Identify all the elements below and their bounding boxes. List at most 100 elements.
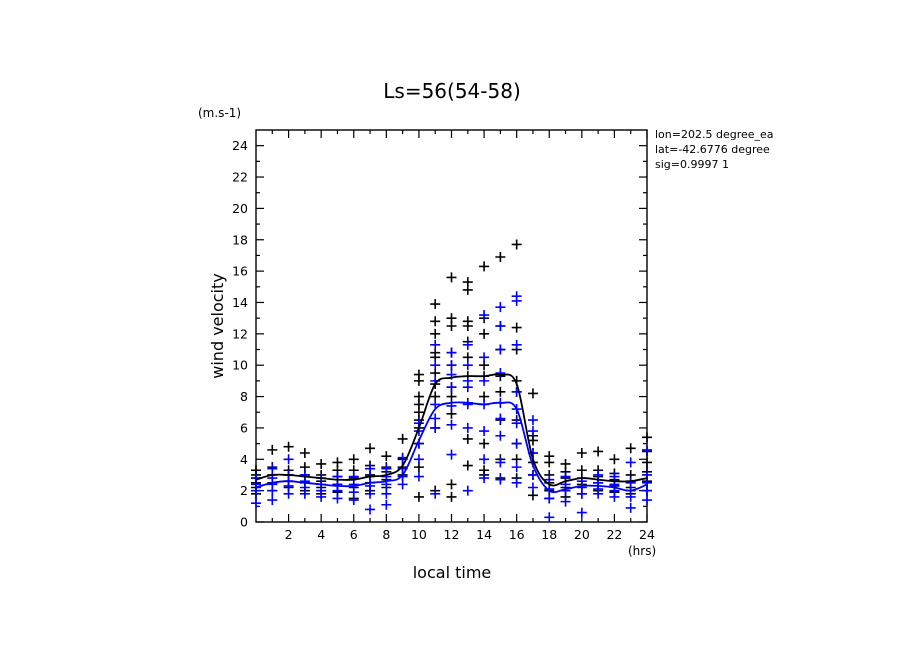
y-tick-label: 14: [232, 295, 248, 310]
data-point-marker: [511, 418, 522, 429]
data-point-marker: [462, 422, 473, 433]
x-tick-label: 2: [285, 527, 293, 542]
data-point-marker: [511, 322, 522, 333]
data-point-marker: [527, 388, 538, 399]
data-point-marker: [544, 512, 555, 523]
data-point-marker: [625, 477, 636, 488]
data-point-marker: [479, 352, 490, 363]
x-tick-label: 10: [411, 527, 427, 542]
y-tick-label: 16: [232, 264, 248, 279]
data-point-marker: [642, 432, 652, 443]
data-point-marker: [430, 299, 441, 310]
data-point-marker: [413, 491, 424, 502]
data-point-marker: [625, 443, 636, 454]
data-point-marker: [511, 386, 522, 397]
mean-line-series-1: [255, 401, 648, 494]
series-1: [251, 291, 652, 523]
data-point-marker: [642, 457, 652, 468]
data-point-marker: [511, 462, 522, 473]
data-point-marker: [446, 272, 457, 283]
data-point-marker: [625, 457, 636, 468]
y-tick-label: 0: [240, 515, 248, 530]
data-point-marker: [267, 495, 278, 506]
x-unit-label: (hrs): [628, 544, 656, 558]
data-point-marker: [283, 454, 294, 465]
x-tick-label: 24: [639, 527, 655, 542]
data-point-marker: [462, 375, 473, 386]
data-point-marker: [413, 391, 424, 402]
data-point-marker: [527, 415, 538, 426]
x-tick-label: 16: [509, 527, 525, 542]
x-tick-label: 18: [541, 527, 557, 542]
info-line-lat: lat=-42.6776 degree: [655, 143, 770, 156]
data-point-marker: [625, 502, 636, 513]
data-point-marker: [299, 469, 310, 480]
data-point-marker: [576, 448, 587, 459]
data-point-marker: [462, 360, 473, 371]
data-point-marker: [511, 438, 522, 449]
data-point-marker: [495, 386, 506, 397]
data-point-marker: [479, 310, 490, 321]
data-point-marker: [479, 375, 490, 386]
data-point-marker: [462, 399, 473, 410]
info-line-lon: lon=202.5 degree_ea: [655, 128, 774, 141]
data-point-marker: [430, 328, 441, 339]
y-tick-label: 2: [240, 483, 248, 498]
data-point-marker: [560, 496, 571, 507]
data-point-marker: [413, 471, 424, 482]
x-tick-label: 12: [444, 527, 460, 542]
data-point-marker: [413, 369, 424, 380]
data-point-marker: [479, 438, 490, 449]
data-point-marker: [381, 463, 392, 474]
data-point-marker: [462, 277, 473, 288]
data-point-marker: [495, 430, 506, 441]
x-tick-label: 20: [574, 527, 590, 542]
data-point-marker: [430, 488, 441, 499]
data-point-marker: [446, 360, 457, 371]
info-line-sig: sig=0.9997 1: [655, 158, 729, 171]
data-point-marker: [544, 484, 555, 495]
data-point-marker: [576, 507, 587, 518]
data-point-marker: [462, 316, 473, 327]
y-tick-label: 8: [240, 389, 248, 404]
data-point-marker: [511, 339, 522, 350]
data-point-marker: [527, 482, 538, 493]
data-point-marker: [593, 446, 604, 457]
x-axis: 2 4 6 8 10 12 14 16 18 20 22 24: [271, 130, 655, 542]
data-point-marker: [479, 473, 490, 484]
data-point-marker: [413, 454, 424, 465]
data-point-marker: [462, 339, 473, 350]
data-point-marker: [642, 495, 652, 506]
data-point-marker: [365, 443, 376, 454]
y-tick-label: 20: [232, 201, 248, 216]
data-point-marker: [511, 291, 522, 302]
y-tick-label: 6: [240, 420, 248, 435]
data-point-marker: [267, 444, 278, 455]
data-point-marker: [544, 474, 555, 485]
x-tick-label: 4: [317, 527, 325, 542]
data-point-marker: [495, 474, 506, 485]
data-point-marker: [544, 493, 555, 504]
data-point-marker: [593, 469, 604, 480]
data-point-marker: [560, 471, 571, 482]
data-point-marker: [299, 448, 310, 459]
data-point-marker: [495, 321, 506, 331]
data-point-marker: [511, 477, 522, 488]
data-point-marker: [332, 457, 343, 468]
data-point-marker: [397, 433, 408, 444]
data-point-marker: [430, 413, 441, 424]
data-point-marker: [430, 422, 441, 433]
data-point-marker: [495, 302, 506, 313]
data-point-marker: [495, 344, 506, 355]
data-point-marker: [642, 444, 652, 455]
data-point-marker: [316, 458, 327, 469]
data-point-marker: [381, 488, 392, 499]
data-point-marker: [381, 451, 392, 462]
data-point-marker: [609, 454, 620, 465]
data-point-marker: [446, 479, 457, 490]
data-point-marker: [283, 441, 294, 452]
data-point-marker: [446, 419, 457, 430]
data-point-marker: [495, 252, 506, 263]
